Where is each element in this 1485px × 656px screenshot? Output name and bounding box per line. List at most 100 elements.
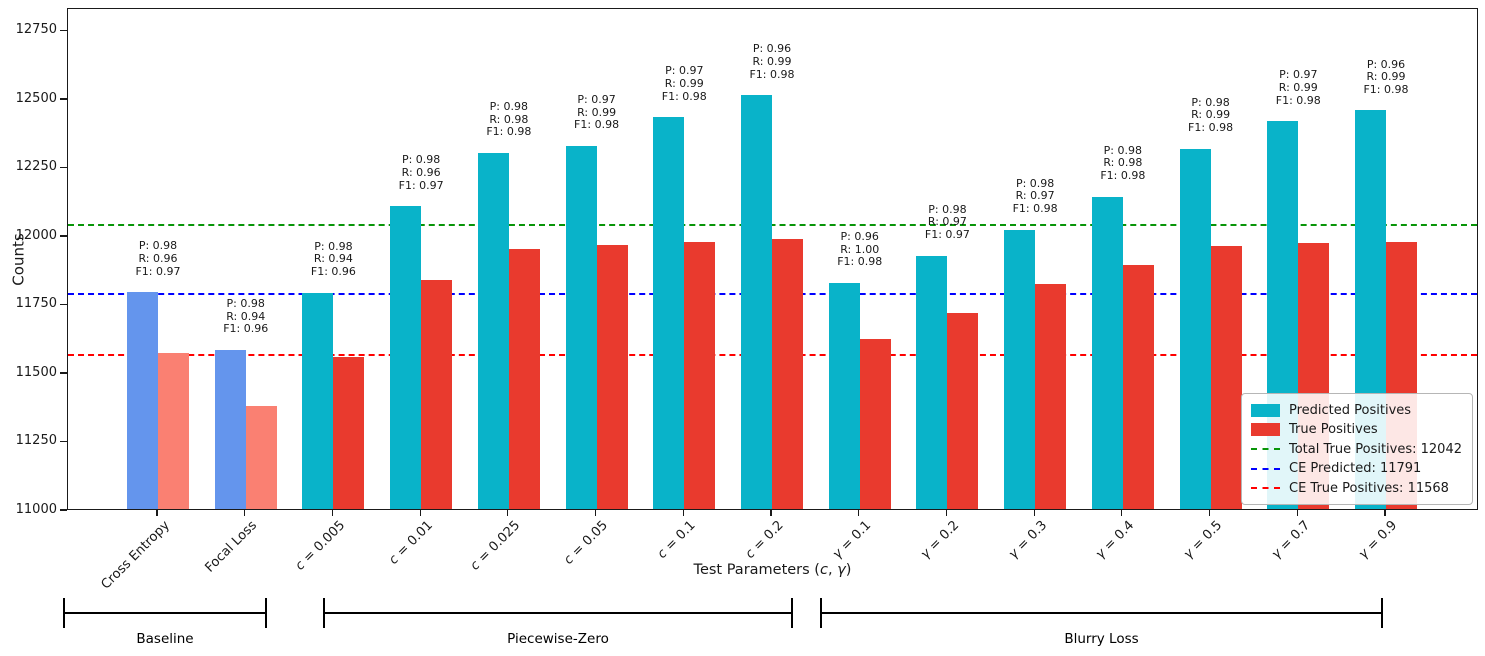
x-tick-mark <box>1208 510 1211 516</box>
x-tick-mark <box>1121 510 1123 516</box>
metrics-annotation: P: 0.97 R: 0.99 F1: 0.98 <box>574 93 620 132</box>
x-axis-label: Test Parameters (c, γ) <box>693 562 852 578</box>
metrics-annotation: P: 0.96 R: 1.00 F1: 0.98 <box>837 230 883 269</box>
legend-item: Total True Positives: 12042 <box>1251 440 1462 460</box>
bar-predicted-positives <box>828 282 860 509</box>
bar-predicted-positives <box>1091 196 1123 509</box>
y-tick-mark <box>60 98 67 100</box>
y-tick-label: 12250 <box>15 159 57 175</box>
legend-item: CE Predicted: 11791 <box>1251 459 1462 479</box>
x-tick-mark <box>858 510 860 516</box>
y-tick-label: 12000 <box>15 227 57 243</box>
bracket-label: Baseline <box>136 631 194 647</box>
legend-label: Predicted Positives <box>1289 402 1412 418</box>
y-tick-mark <box>60 235 67 237</box>
bar-predicted-positives <box>127 292 158 509</box>
y-tick-mark <box>60 303 67 306</box>
legend-label: CE True Positives: 11568 <box>1289 480 1449 496</box>
x-tick-label: γ = 0.9 <box>1356 518 1401 563</box>
bar-true-positives <box>1210 245 1242 509</box>
legend-dash-sample <box>1251 448 1280 451</box>
legend-item: Predicted Positives <box>1251 401 1462 421</box>
legend-label: CE Predicted: 11791 <box>1289 461 1422 477</box>
bar-predicted-positives <box>477 152 509 509</box>
x-tick-mark <box>770 510 772 516</box>
bracket-end-tick <box>63 598 65 628</box>
legend-dash-sample <box>1251 467 1280 470</box>
legend-item: True Positives <box>1251 420 1462 440</box>
bracket-line <box>63 612 267 614</box>
bracket-end-tick <box>1381 598 1383 628</box>
metrics-annotation: P: 0.97 R: 0.99 F1: 0.98 <box>661 64 707 103</box>
bar-predicted-positives <box>740 95 772 509</box>
bracket-label: Piecewise-Zero <box>507 631 609 647</box>
x-tick-mark <box>244 510 246 516</box>
x-tick-mark <box>682 510 684 516</box>
bar-predicted-positives <box>916 255 948 509</box>
bar-true-positives <box>947 313 979 509</box>
bar-predicted-positives <box>302 292 334 509</box>
bar-true-positives <box>859 339 891 509</box>
bracket-end-tick <box>265 598 267 628</box>
bracket-end-tick <box>791 598 793 628</box>
bar-predicted-positives <box>390 206 422 509</box>
y-tick-mark <box>60 372 67 374</box>
bracket-line <box>820 612 1383 614</box>
x-tick-mark <box>945 510 947 516</box>
y-tick-label: 12750 <box>15 22 57 38</box>
legend-label: True Positives <box>1289 422 1378 438</box>
bar-true-positives <box>1035 284 1067 509</box>
x-tick-mark <box>156 510 158 516</box>
x-tick-label: c = 0.2 <box>742 518 787 562</box>
x-tick-label: γ = 0.2 <box>917 518 963 563</box>
bar-predicted-positives <box>214 350 246 509</box>
legend: Predicted Positives True Positives Total T… <box>1241 392 1473 505</box>
legend-color-patch <box>1251 423 1280 437</box>
bar-true-positives <box>333 356 365 509</box>
metrics-annotation: P: 0.98 R: 0.98 F1: 0.98 <box>486 100 532 139</box>
x-tick-mark <box>331 510 333 516</box>
bar-true-positives <box>421 280 453 509</box>
x-tick-mark <box>1033 510 1035 516</box>
x-tick-mark <box>594 510 597 516</box>
legend-dash-sample <box>1251 487 1280 490</box>
bracket-label: Blurry Loss <box>1064 631 1139 647</box>
x-tick-label: γ = 0.3 <box>1005 518 1050 563</box>
x-tick-label: c = 0.05 <box>561 518 612 568</box>
x-tick-mark <box>1296 510 1298 516</box>
x-tick-mark <box>419 510 421 516</box>
metrics-annotation: P: 0.98 R: 0.98 F1: 0.98 <box>1100 143 1146 183</box>
x-tick-label: γ = 0.7 <box>1268 518 1313 563</box>
y-tick-mark <box>60 166 67 169</box>
bar-predicted-positives <box>1179 148 1211 509</box>
metrics-annotation: P: 0.98 R: 0.99 F1: 0.98 <box>1188 95 1234 135</box>
y-tick-label: 12500 <box>15 90 57 106</box>
x-tick-label: c = 0.1 <box>655 518 699 562</box>
metrics-annotation: P: 0.98 R: 0.94 F1: 0.96 <box>223 297 269 336</box>
y-tick-label: 11250 <box>15 433 57 449</box>
y-tick-label: 11750 <box>15 296 57 312</box>
x-tick-mark <box>507 510 509 516</box>
y-tick-label: 11000 <box>15 502 57 517</box>
metrics-annotation: P: 0.98 R: 0.96 F1: 0.97 <box>135 239 181 278</box>
bracket-end-tick <box>820 598 822 628</box>
legend-color-patch <box>1251 403 1280 417</box>
bracket-line <box>323 612 793 614</box>
bracket-end-tick <box>323 598 325 628</box>
x-tick-label: c = 0.01 <box>386 518 436 568</box>
bar-true-positives <box>596 244 628 509</box>
metrics-annotation: P: 0.98 R: 0.97 F1: 0.97 <box>924 202 970 241</box>
metrics-annotation: P: 0.97 R: 0.99 F1: 0.98 <box>1275 68 1321 107</box>
metrics-annotation: P: 0.98 R: 0.94 F1: 0.96 <box>310 239 356 278</box>
bar-predicted-positives <box>653 117 685 509</box>
legend-label: Total True Positives: 12042 <box>1289 441 1462 457</box>
x-tick-mark <box>1384 510 1386 516</box>
bar-true-positives <box>1122 265 1154 509</box>
y-tick-mark <box>60 509 67 511</box>
bar-true-positives <box>245 406 277 509</box>
bar-true-positives <box>771 239 803 509</box>
metrics-annotation: P: 0.96 R: 0.99 F1: 0.98 <box>1363 57 1409 96</box>
legend-item: CE True Positives: 11568 <box>1251 479 1462 499</box>
y-tick-mark <box>60 440 67 443</box>
